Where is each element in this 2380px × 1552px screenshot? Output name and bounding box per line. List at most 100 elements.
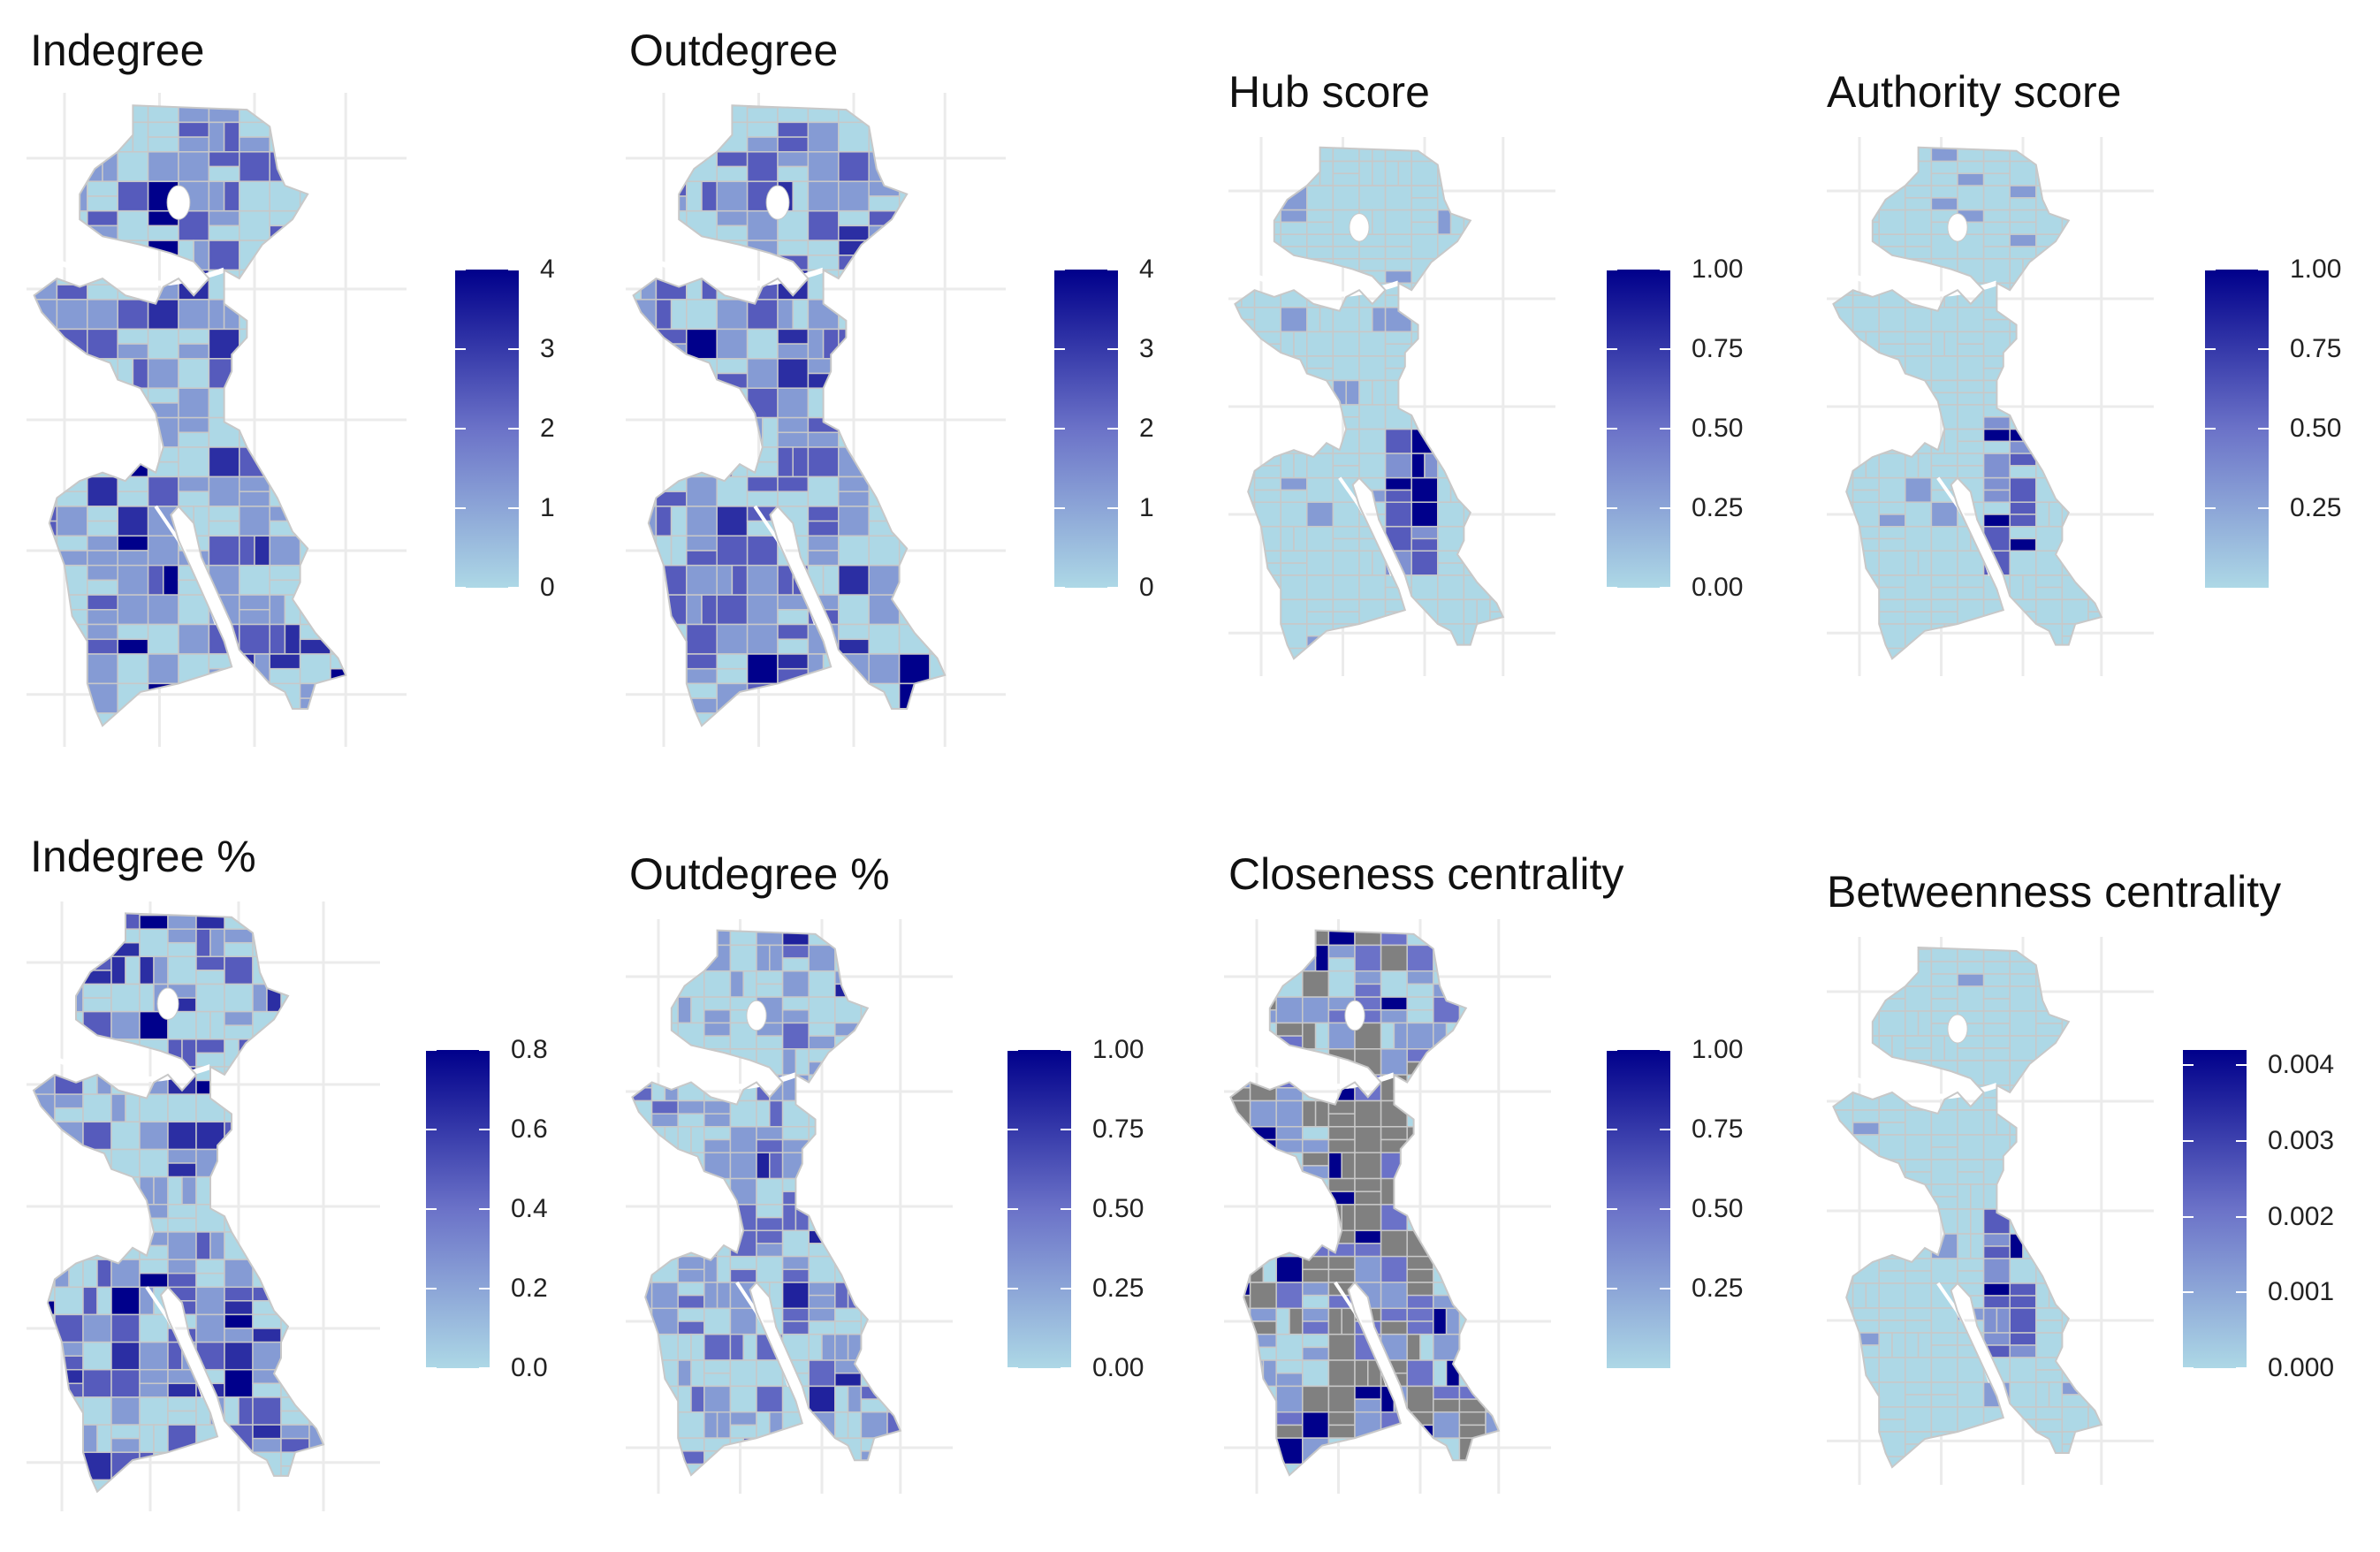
tract: [1943, 623, 1958, 650]
tract: [87, 299, 118, 331]
tract: [1384, 209, 1412, 235]
tract: [690, 1359, 705, 1388]
census-tracts: [34, 913, 323, 1481]
tract: [1306, 635, 1334, 650]
tract: [208, 653, 240, 670]
tract: [1253, 489, 1281, 504]
tract: [1332, 635, 1360, 650]
legend-tick-label: 0.001: [2268, 1277, 2335, 1307]
tract: [1930, 1344, 1958, 1358]
tract: [1358, 355, 1387, 382]
tract: [756, 1035, 784, 1050]
tract: [807, 506, 840, 522]
tract: [1905, 1394, 1933, 1408]
tract: [1878, 1282, 1906, 1309]
tract: [1293, 331, 1308, 357]
tract: [1380, 1022, 1395, 1050]
tract: [742, 1333, 757, 1361]
tract: [1332, 453, 1360, 467]
tract: [822, 564, 840, 596]
tract: [178, 431, 210, 448]
legend-tick-label: 0.0: [511, 1353, 548, 1382]
tract: [239, 506, 270, 537]
tract: [1319, 307, 1334, 333]
tract: [756, 1048, 784, 1076]
tract: [1930, 598, 1958, 612]
tract: [1905, 1035, 1933, 1049]
duwamish-river: [1936, 1282, 1992, 1383]
tract: [239, 594, 270, 611]
tract: [2035, 1320, 2064, 1334]
tract: [1982, 1245, 2011, 1259]
tract: [746, 564, 779, 596]
tract: [729, 1255, 757, 1271]
tract: [1306, 185, 1334, 211]
legend-tick-label: 1.00: [2290, 255, 2342, 284]
tract: [195, 1259, 225, 1274]
tract: [1878, 331, 1906, 345]
tract: [102, 151, 118, 182]
tract: [1905, 1357, 1933, 1383]
tract: [1332, 611, 1360, 625]
tract: [838, 491, 870, 507]
tract: [847, 1385, 863, 1413]
tract: [769, 1411, 784, 1439]
tract: [807, 105, 840, 109]
tract: [690, 996, 705, 1024]
tract: [82, 1424, 98, 1454]
tract: [147, 416, 179, 448]
tract: [1235, 318, 1256, 333]
tract: [1306, 550, 1334, 576]
tract: [868, 520, 901, 537]
tract: [1314, 1099, 1330, 1128]
tract: [677, 996, 692, 1024]
tract: [690, 1333, 705, 1361]
tract: [110, 941, 141, 958]
tract: [1302, 1099, 1317, 1128]
tract: [1982, 476, 2011, 491]
tract: [2009, 1258, 2037, 1284]
tract: [2035, 1369, 2064, 1383]
tract: [1905, 550, 1920, 576]
tract: [269, 594, 286, 626]
tract: [1314, 944, 1330, 972]
tract: [716, 180, 749, 212]
tract: [1341, 1204, 1356, 1232]
tract: [1905, 1047, 1933, 1061]
tract: [87, 609, 118, 626]
tract: [1384, 526, 1412, 552]
tract: [1411, 453, 1426, 479]
tract: [2009, 526, 2037, 540]
tract: [781, 1333, 810, 1361]
legend-tick-label: 0.25: [1092, 1274, 1144, 1303]
tract: [1358, 257, 1387, 272]
tract: [87, 328, 118, 360]
tract: [1332, 550, 1360, 576]
tract: [195, 1010, 211, 1040]
tract: [139, 1313, 169, 1343]
tract: [2022, 574, 2037, 601]
tract: [208, 564, 240, 596]
city-outline: [632, 104, 947, 727]
tract: [1384, 355, 1412, 369]
tract: [756, 1385, 784, 1413]
tract: [716, 623, 749, 655]
tract: [269, 520, 301, 537]
choropleth-map: [626, 919, 953, 1494]
tract: [167, 914, 197, 930]
tract: [808, 1035, 836, 1050]
tract: [1380, 1320, 1408, 1335]
tract: [1406, 1008, 1434, 1024]
tract: [1384, 257, 1412, 272]
tract: [1982, 1258, 2011, 1284]
tract: [808, 970, 836, 998]
tract: [716, 930, 732, 947]
tract: [1852, 1109, 1880, 1123]
tract: [1930, 526, 1958, 552]
tract: [703, 1372, 732, 1388]
tract: [1930, 961, 1958, 975]
tract: [1445, 1022, 1461, 1050]
tract: [781, 930, 810, 933]
tract: [808, 1282, 836, 1297]
tract: [1249, 1099, 1277, 1128]
